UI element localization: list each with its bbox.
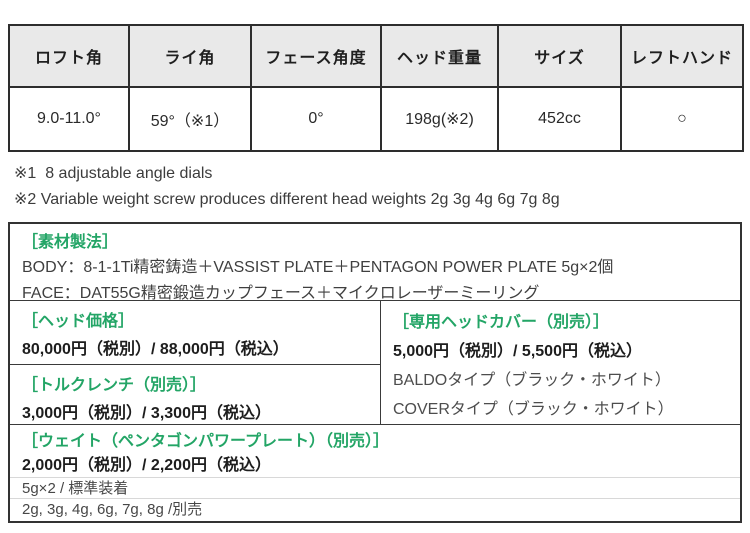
spec-value-size: 452cc — [497, 86, 622, 152]
footnotes: ※1 8 adjustable angle dials ※2 Variable … — [14, 161, 736, 213]
spec-value-face-angle: 0° — [250, 86, 382, 152]
spec-value-lie-angle: 59°（※1） — [128, 86, 252, 152]
weight-title-price: ［ウェイト（ペンタゴンパワープレート）（別売）］ 2,000円（税別）/ 2,2… — [10, 425, 740, 478]
spec-header-left-hand: レフトハンド — [620, 24, 744, 88]
footnote-1: ※1 8 adjustable angle dials — [14, 165, 213, 182]
price-grid-left-column: ［ヘッド価格］ 80,000円（税別）/ 88,000円（税込） ［トルクレンチ… — [10, 301, 380, 424]
price-grid: ［ヘッド価格］ 80,000円（税別）/ 88,000円（税込） ［トルクレンチ… — [10, 301, 740, 425]
weight-standard-row: 5g×2 / 標準装着 — [10, 478, 740, 499]
spec-value-row: 9.0-11.0° 59°（※1） 0° 198g(※2) 452cc ○ — [8, 86, 744, 152]
details-box: ［素材製法］ BODY：8-1-1Ti精密鋳造＋VASSIST PLATE＋PE… — [8, 222, 742, 523]
spec-header-head-weight: ヘッド重量 — [380, 24, 499, 88]
head-cover-title: ［専用ヘッドカバー（別売）］ — [393, 314, 610, 331]
material-face-line: FACE：DAT55G精密鍛造カップフェース＋マイクロレーザーミーリング — [22, 285, 540, 302]
spec-table: ロフト角 ライ角 フェース角度 ヘッド重量 サイズ レフトハンド 9.0-11.… — [8, 24, 744, 152]
spec-value-left-hand: ○ — [620, 86, 744, 152]
section-material: ［素材製法］ BODY：8-1-1Ti精密鋳造＋VASSIST PLATE＋PE… — [10, 224, 740, 302]
spec-value-loft-angle: 9.0-11.0° — [8, 86, 130, 152]
section-head-cover: ［専用ヘッドカバー（別売）］ 5,000円（税別）/ 5,500円（税込） BA… — [380, 301, 740, 424]
material-body-line: BODY：8-1-1Ti精密鋳造＋VASSIST PLATE＋PENTAGON … — [22, 259, 614, 276]
spec-value-head-weight: 198g(※2) — [380, 86, 499, 152]
section-torque-wrench: ［トルクレンチ（別売）］ 3,000円（税別）/ 3,300円（税込） — [10, 365, 380, 428]
torque-wrench-title: ［トルクレンチ（別売）］ — [22, 377, 207, 394]
footnote-2: ※2 Variable weight screw produces differ… — [14, 191, 560, 208]
spec-header-lie-angle: ライ角 — [128, 24, 252, 88]
head-cover-type-baldo: BALDOタイプ（ブラック・ホワイト） — [393, 372, 671, 389]
weight-title: ［ウェイト（ペンタゴンパワープレート）（別売）］ — [22, 433, 390, 450]
spec-header-row: ロフト角 ライ角 フェース角度 ヘッド重量 サイズ レフトハンド — [8, 24, 744, 88]
section-weight: ［ウェイト（ペンタゴンパワープレート）（別売）］ 2,000円（税別）/ 2,2… — [10, 425, 740, 521]
torque-wrench-price: 3,000円（税別）/ 3,300円（税込） — [22, 405, 271, 422]
spec-header-size: サイズ — [497, 24, 622, 88]
spec-header-loft-angle: ロフト角 — [8, 24, 130, 88]
head-price-title: ［ヘッド価格］ — [22, 313, 135, 330]
material-title: ［素材製法］ — [22, 234, 119, 251]
head-cover-price: 5,000円（税別）/ 5,500円（税込） — [393, 343, 642, 360]
weight-optional-row: 2g, 3g, 4g, 6g, 7g, 8g /別売 — [22, 501, 203, 518]
section-head-price: ［ヘッド価格］ 80,000円（税別）/ 88,000円（税込） — [10, 301, 380, 365]
head-cover-type-cover: COVERタイプ（ブラック・ホワイト） — [393, 401, 674, 418]
weight-price: 2,000円（税別）/ 2,200円（税込） — [22, 457, 271, 474]
spec-header-face-angle: フェース角度 — [250, 24, 382, 88]
head-price-value: 80,000円（税別）/ 88,000円（税込） — [22, 341, 289, 358]
